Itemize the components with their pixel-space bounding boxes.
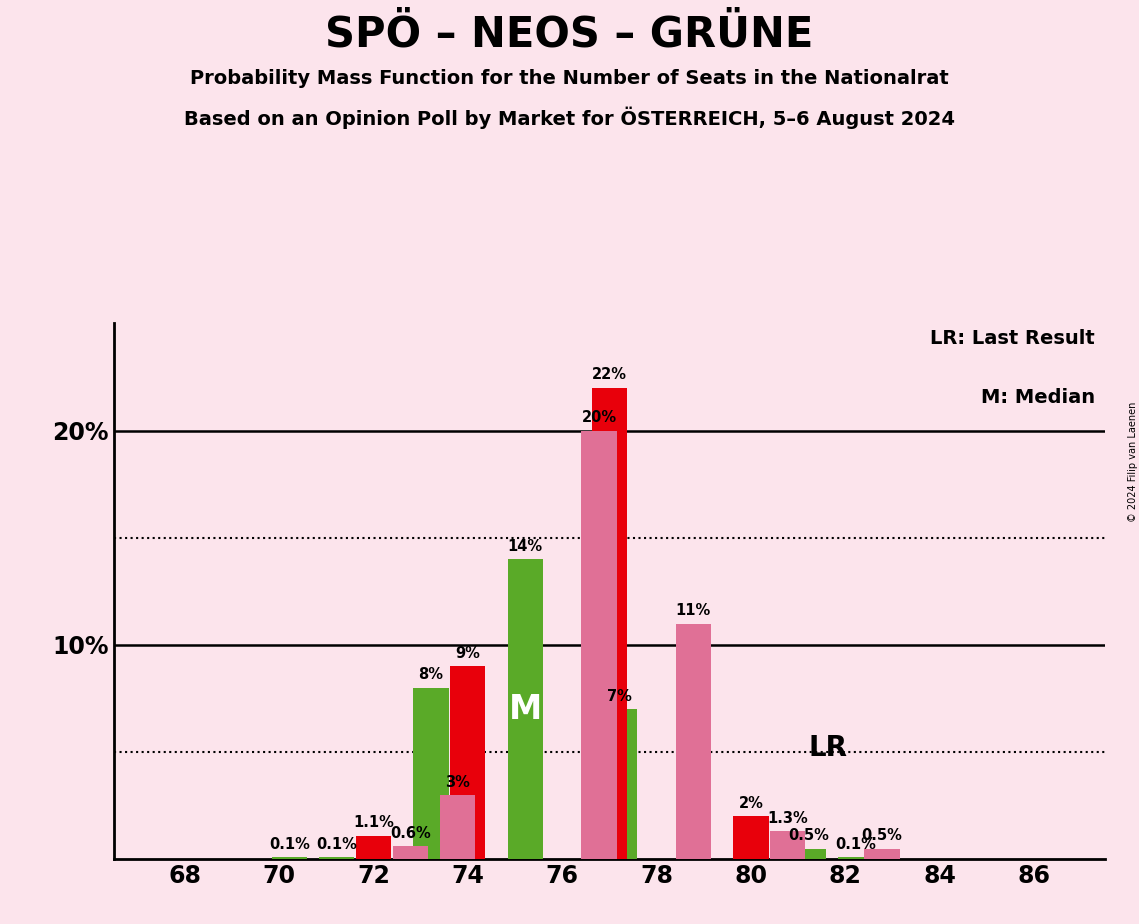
Text: © 2024 Filip van Laenen: © 2024 Filip van Laenen xyxy=(1128,402,1138,522)
Text: LR: LR xyxy=(809,734,847,762)
Bar xyxy=(770,832,805,859)
Bar xyxy=(393,846,428,859)
Text: 8%: 8% xyxy=(418,667,443,683)
Text: M: Median: M: Median xyxy=(981,388,1095,407)
Text: 14%: 14% xyxy=(508,539,543,553)
Text: LR: Last Result: LR: Last Result xyxy=(931,329,1095,347)
Text: 2%: 2% xyxy=(738,796,763,811)
Text: 0.5%: 0.5% xyxy=(788,828,829,844)
Bar xyxy=(355,835,391,859)
Text: 9%: 9% xyxy=(456,646,481,661)
Bar xyxy=(319,857,354,859)
Text: 0.6%: 0.6% xyxy=(390,826,431,841)
Text: Probability Mass Function for the Number of Seats in the Nationalrat: Probability Mass Function for the Number… xyxy=(190,69,949,89)
Bar xyxy=(838,857,874,859)
Text: 7%: 7% xyxy=(607,689,632,704)
Text: 22%: 22% xyxy=(592,368,626,383)
Bar xyxy=(603,710,638,859)
Text: 0.5%: 0.5% xyxy=(862,828,902,844)
Bar xyxy=(581,431,616,859)
Bar xyxy=(450,666,485,859)
Text: 3%: 3% xyxy=(445,774,470,790)
Bar xyxy=(591,388,628,859)
Text: 1.1%: 1.1% xyxy=(353,815,394,831)
Bar xyxy=(508,559,543,859)
Text: 0.1%: 0.1% xyxy=(835,837,876,852)
Text: 20%: 20% xyxy=(581,410,616,425)
Bar xyxy=(272,857,308,859)
Text: 0.1%: 0.1% xyxy=(317,837,357,852)
Bar xyxy=(675,624,711,859)
Text: Based on an Opinion Poll by Market for ÖSTERREICH, 5–6 August 2024: Based on an Opinion Poll by Market for Ö… xyxy=(185,106,954,128)
Bar xyxy=(865,848,900,859)
Text: 11%: 11% xyxy=(675,603,711,618)
Bar xyxy=(440,795,475,859)
Text: SPÖ – NEOS – GRÜNE: SPÖ – NEOS – GRÜNE xyxy=(326,14,813,55)
Text: 0.1%: 0.1% xyxy=(269,837,310,852)
Bar xyxy=(413,687,449,859)
Bar xyxy=(734,817,769,859)
Text: 1.3%: 1.3% xyxy=(768,811,808,826)
Bar xyxy=(790,848,826,859)
Text: M: M xyxy=(509,693,542,725)
